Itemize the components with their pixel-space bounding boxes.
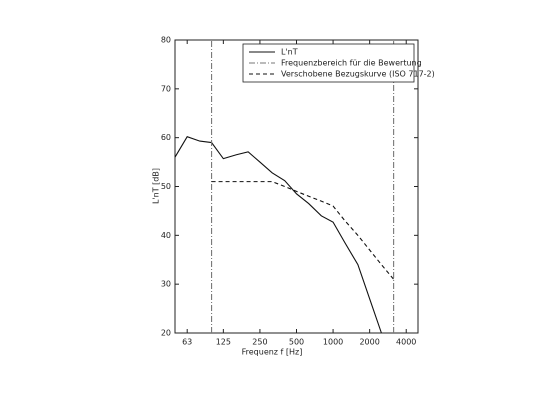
x-tick-label: 500 [289, 338, 304, 347]
y-tick-label: 30 [161, 280, 171, 289]
x-axis-label: Frequenz f [Hz] [242, 348, 303, 357]
y-tick-label: 80 [161, 36, 171, 45]
legend-label: Verschobene Bezugskurve (ISO 717-2) [281, 70, 435, 79]
y-tick-label: 70 [161, 84, 171, 93]
x-tick-label: 63 [182, 338, 192, 347]
x-tick-label: 4000 [396, 338, 416, 347]
legend-label: Frequenzbereich für die Bewertung [281, 59, 422, 68]
y-tick-label: 50 [161, 182, 171, 191]
y-tick-label: 40 [161, 231, 171, 240]
x-tick-label: 1000 [323, 338, 343, 347]
x-tick-label: 2000 [359, 338, 379, 347]
series-line [211, 181, 395, 280]
x-tick-label: 250 [252, 338, 267, 347]
y-tick-label: 60 [161, 133, 171, 142]
x-tick-label: 125 [216, 338, 231, 347]
series-line [211, 40, 395, 333]
y-tick-label: 20 [161, 329, 171, 338]
y-axis-label: L'nT [dB] [152, 168, 161, 204]
legend-label: L'nT [281, 48, 298, 57]
series-line [174, 136, 382, 334]
